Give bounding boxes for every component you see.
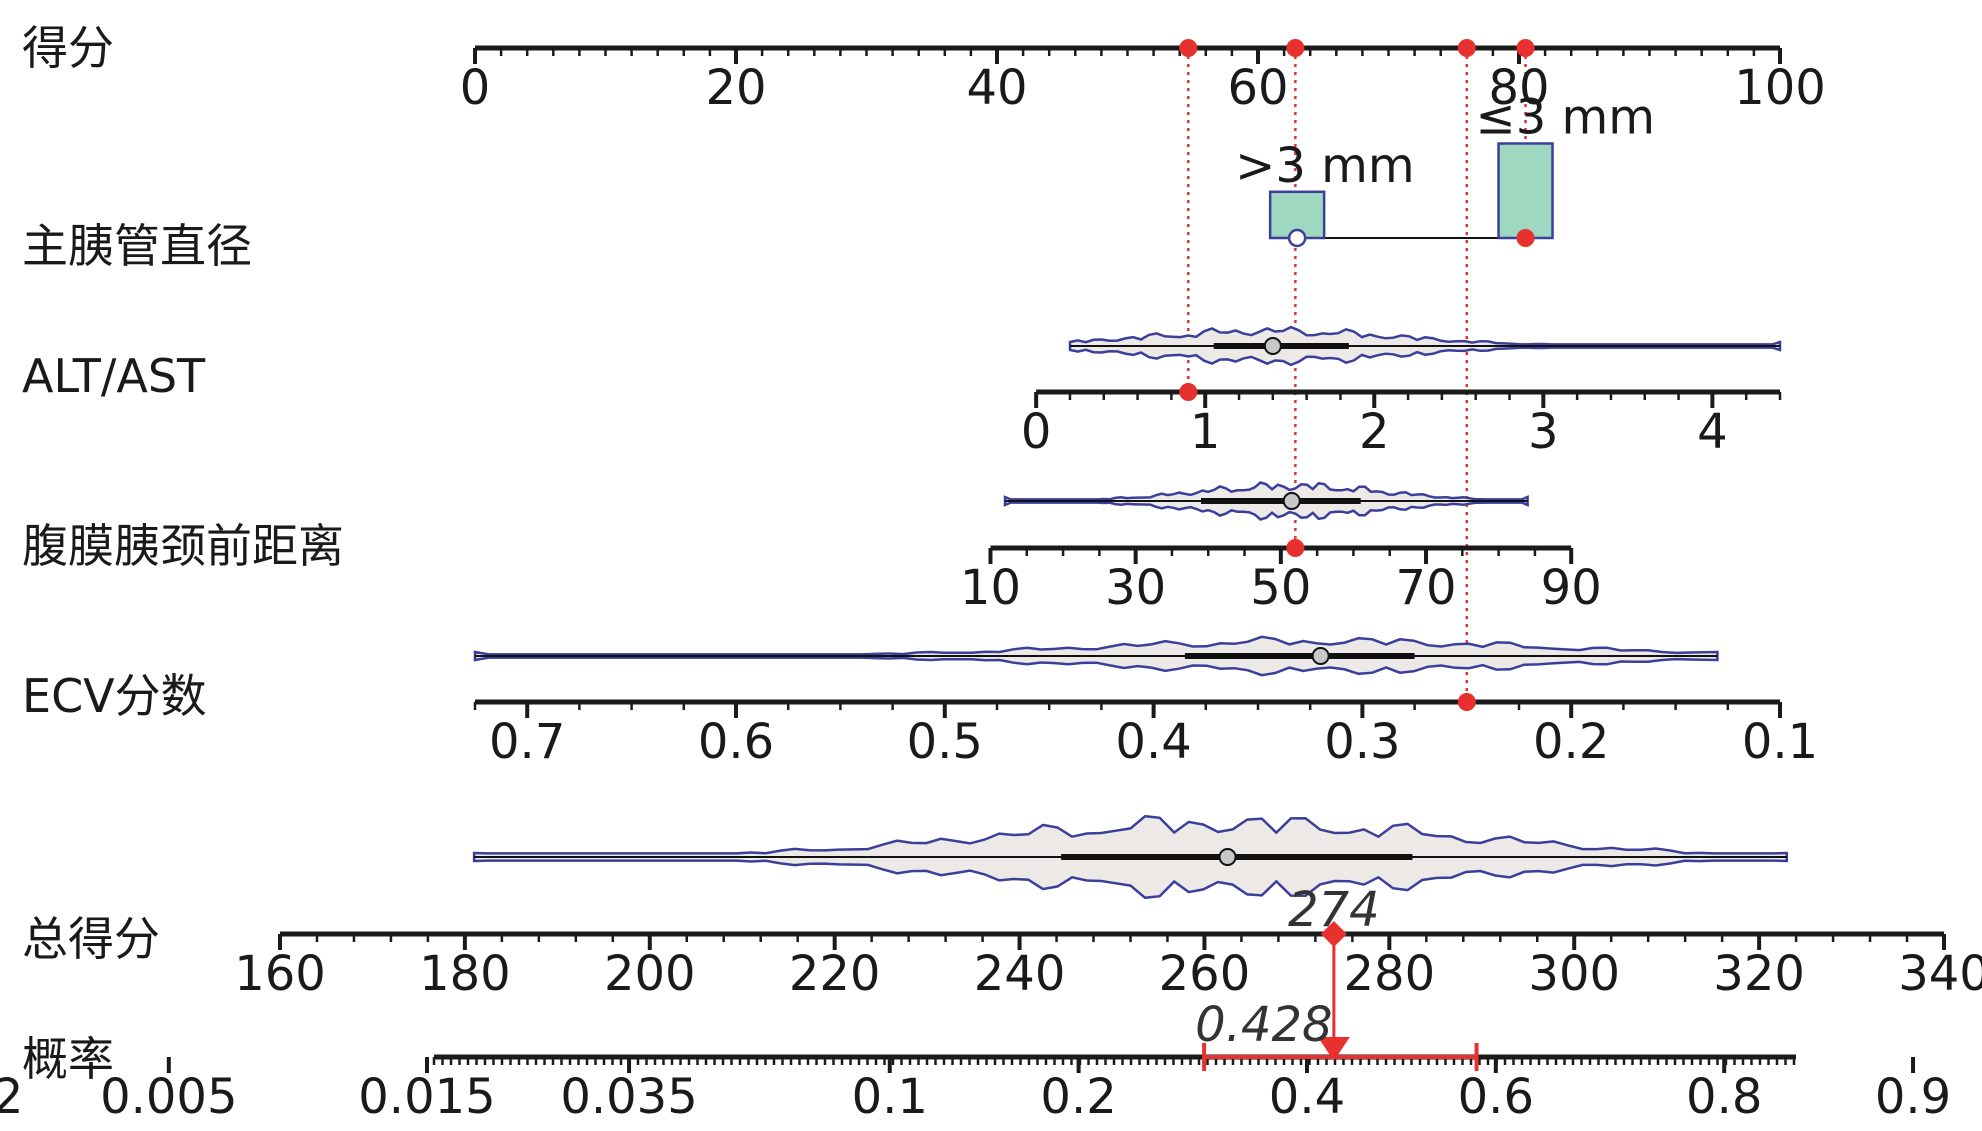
distance-row-label: 腹膜胰颈前距离 <box>22 519 344 573</box>
total-tick-label: 260 <box>1159 946 1251 1002</box>
probability-tick-label: 0.6 <box>1458 1069 1534 1125</box>
alt_ast-points-marker <box>1179 39 1198 57</box>
points-tick-label: 20 <box>705 60 766 116</box>
probability-tick-label: 0.2 <box>1040 1069 1116 1125</box>
ecv-row-label: ECV分数 <box>22 669 207 723</box>
ecv-violin <box>473 635 1719 677</box>
ecv-selected-marker <box>1457 693 1476 711</box>
mpd-row-label: 主胰管直径 <box>22 219 252 273</box>
points-axis: 0 20 40 60 80 100 <box>460 45 1826 116</box>
ecv-tick-label: 0.7 <box>489 714 565 770</box>
distance-tick-label: 30 <box>1105 560 1166 616</box>
row-labels-layer: 得分 主胰管直径 ALT/AST 腹膜胰颈前距离 ECV分数 总得分 概率 <box>22 21 344 1086</box>
probability-tick-label: 0.002 <box>0 1069 23 1125</box>
distance-violin <box>1003 481 1529 521</box>
distance-tick-label: 50 <box>1250 560 1311 616</box>
total-tick-label: 200 <box>604 946 696 1002</box>
probability-selected-arrow <box>1317 1037 1350 1061</box>
probability-tick-label: 0.4 <box>1269 1069 1345 1125</box>
ecv-tick-label: 0.4 <box>1115 714 1191 770</box>
distance-selected-marker <box>1286 539 1305 557</box>
ecv-tick-label: 0.2 <box>1533 714 1609 770</box>
mpd-category-label: ≤3 mm <box>1476 90 1656 146</box>
mpd-category-label: >3 mm <box>1235 138 1415 194</box>
alt_ast-selected-marker <box>1179 383 1198 401</box>
points-tick-label: 60 <box>1227 60 1288 116</box>
total-tick-label: 280 <box>1344 946 1436 1002</box>
alt_ast-tick-label: 2 <box>1359 404 1390 460</box>
ecv-points-marker <box>1457 39 1476 57</box>
probability-tick-label: 0.015 <box>358 1069 495 1125</box>
total-violin <box>472 814 1789 900</box>
total-violin-median <box>1218 848 1237 866</box>
total-selected-diamond <box>1320 921 1347 947</box>
total-tick-label: 340 <box>1898 946 1982 1002</box>
distance-points-marker <box>1286 39 1305 57</box>
distance-tick-label: 10 <box>960 560 1021 616</box>
alt_ast-tick-label: 0 <box>1021 404 1052 460</box>
total-tick-label: 220 <box>789 946 881 1002</box>
total-tick-label: 320 <box>1713 946 1805 1002</box>
alt_ast-tick-label: 4 <box>1697 404 1728 460</box>
mpd-category-bar <box>1497 142 1554 240</box>
ecv-violin-median <box>1311 647 1330 665</box>
mpd-categories: >3 mm ≤3 mm <box>1235 90 1656 248</box>
probability-row-label: 概率 <box>22 1032 114 1086</box>
alt_ast-tick-label: 1 <box>1190 404 1221 460</box>
ecv-tick-label: 0.1 <box>1742 714 1818 770</box>
distance-tick-label: 90 <box>1541 560 1602 616</box>
probability-tick-label: 0.035 <box>560 1069 697 1125</box>
total-axis: 160 180 200 220 240 260 280 300 320 340 <box>234 931 1982 1002</box>
probability-tick-label: 0.9 <box>1875 1069 1951 1125</box>
probability-selected-label: 0.428 <box>1195 997 1332 1053</box>
alt_ast-axis: 0 1 2 3 4 <box>1021 389 1782 460</box>
mpd-category-point <box>1287 228 1307 248</box>
distance-axis: 10 30 50 70 90 <box>960 545 1602 616</box>
points-tick-label: 0 <box>460 60 491 116</box>
probability-tick-label: 0.005 <box>100 1069 237 1125</box>
ecv-tick-label: 0.3 <box>1324 714 1400 770</box>
alt-ast-row-label: ALT/AST <box>22 349 206 403</box>
ecv-tick-label: 0.6 <box>698 714 774 770</box>
points-row-label: 得分 <box>22 21 114 75</box>
distance-violin-median <box>1282 492 1301 510</box>
points-tick-label: 40 <box>966 60 1027 116</box>
points-tick-label: 80 <box>1488 60 1549 116</box>
alt_ast-violin <box>1068 325 1782 367</box>
ecv-tick-label: 0.5 <box>907 714 983 770</box>
total-tick-label: 240 <box>974 946 1066 1002</box>
total-row-label: 总得分 <box>22 912 160 966</box>
mpd-selected-marker <box>1516 229 1535 247</box>
alt_ast-violin-median <box>1263 337 1282 355</box>
alt_ast-tick-label: 3 <box>1528 404 1559 460</box>
distance-tick-label: 70 <box>1395 560 1456 616</box>
total-tick-label: 160 <box>234 946 326 1002</box>
total-tick-label: 300 <box>1528 946 1620 1002</box>
mpd-points-marker <box>1516 39 1535 57</box>
ecv-axis: 0.7 0.6 0.5 0.4 0.3 0.2 0.1 <box>473 699 1818 770</box>
guide-lines-layer <box>1187 48 1527 702</box>
distribution-shapes-layer: >3 mm ≤3 mm <box>472 90 1789 900</box>
points-tick-label: 100 <box>1734 60 1826 116</box>
probability-tick-label: 0.1 <box>852 1069 928 1125</box>
total-tick-label: 180 <box>419 946 511 1002</box>
probability-tick-label: 0.8 <box>1686 1069 1762 1125</box>
probability-axis: 0.002 0.005 0.015 0.035 0.1 0.2 0.4 0.6 0.8 0.9 <box>0 1054 1951 1125</box>
